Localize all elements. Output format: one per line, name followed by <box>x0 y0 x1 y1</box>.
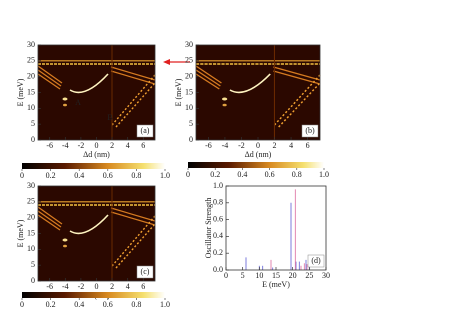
colorbar-tick-label: 0 <box>186 170 190 179</box>
y-tick-label: 20 <box>185 71 193 80</box>
y-tick-label: 30 <box>27 181 35 190</box>
x-tick-label: -4 <box>62 141 69 150</box>
arrow-head <box>163 59 170 65</box>
x-tick-label: -2 <box>78 141 85 150</box>
y-axis-title: E (meV) <box>16 219 25 247</box>
colorbar <box>22 292 165 298</box>
y-tick-label: 25 <box>27 197 35 206</box>
colorbar-tick-label: 0.8 <box>131 300 141 309</box>
x-tick-label: 6 <box>306 141 310 150</box>
x-tick-label: 4 <box>126 141 130 150</box>
x-axis-title: E (meV) <box>262 280 290 289</box>
x-tick-label: -6 <box>46 141 53 150</box>
y-tick-label: 0 <box>31 135 35 144</box>
y-axis-title: E (meV) <box>16 78 25 106</box>
y-axis-title: E (meV) <box>174 78 183 106</box>
panel-label: (a) <box>141 126 150 135</box>
annotation: B <box>107 113 112 122</box>
colorbar-tick-label: 1.0 <box>319 170 329 179</box>
colorbar <box>22 163 165 169</box>
colorbar-tick-label: 1.0 <box>160 300 170 309</box>
x-axis-title: Δd (nm) <box>245 150 272 159</box>
colorbar-tick-label: 0.8 <box>292 170 302 179</box>
colorbar-tick-label: 0.2 <box>46 171 56 180</box>
x-tick-label: 20 <box>289 271 297 280</box>
y-tick-label: 15 <box>27 87 35 96</box>
colorbar-tick-label: 0.2 <box>210 170 220 179</box>
y-tick-label: 0 <box>189 135 193 144</box>
x-tick-label: -6 <box>205 141 212 150</box>
annotation: A <box>75 98 81 107</box>
colorbar-tick-label: 0.6 <box>103 171 113 180</box>
y-tick-label: 10 <box>185 103 193 112</box>
y-tick-label: 0.0 <box>213 265 223 274</box>
y-tick-label: 0.8 <box>213 198 223 207</box>
x-tick-label: -4 <box>222 141 229 150</box>
y-axis-title: Oscillator Strength <box>204 198 213 259</box>
x-tick-label: 10 <box>255 271 263 280</box>
colorbar-tick-label: 0.2 <box>46 300 56 309</box>
colorbar-tick-label: 0.8 <box>131 171 141 180</box>
heatmap-image <box>195 44 321 141</box>
x-tick-label: 0 <box>224 271 228 280</box>
panel-label-bg <box>307 254 325 268</box>
y-tick-label: 0.2 <box>213 248 223 257</box>
x-axis-title: Δd (nm) <box>83 150 110 159</box>
colorbar <box>188 162 324 168</box>
x-tick-label: 5 <box>241 271 245 280</box>
x-tick-label: 2 <box>110 282 114 291</box>
x-tick-label: -2 <box>78 282 85 291</box>
x-tick-label: 4 <box>289 141 293 150</box>
y-tick-label: 5 <box>31 260 35 269</box>
panel-label-bg <box>301 124 319 138</box>
colorbar-tick-label: 0 <box>20 300 24 309</box>
x-tick-label: -6 <box>46 282 53 291</box>
panel-label-bg <box>136 265 154 279</box>
y-tick-label: 25 <box>27 56 35 65</box>
colorbar-tick-label: 0.4 <box>74 300 84 309</box>
x-tick-label: 25 <box>305 271 313 280</box>
y-tick-label: 15 <box>185 87 193 96</box>
y-tick-label: 10 <box>27 103 35 112</box>
y-tick-label: 20 <box>27 212 35 221</box>
x-tick-label: 2 <box>110 141 114 150</box>
y-tick-label: 0.4 <box>213 231 223 240</box>
panel-label: (d) <box>311 256 321 265</box>
panel-label: (c) <box>141 267 150 276</box>
x-tick-label: 0 <box>95 282 99 291</box>
y-tick-label: 5 <box>31 119 35 128</box>
y-tick-label: 10 <box>27 244 35 253</box>
colorbar-tick-label: 0.4 <box>237 170 247 179</box>
colorbar-tick-label: 0 <box>20 171 24 180</box>
x-tick-label: 2 <box>273 141 277 150</box>
colorbar-tick-label: 0.6 <box>265 170 275 179</box>
x-tick-label: 4 <box>126 282 130 291</box>
x-tick-label: -4 <box>62 282 69 291</box>
panel-label-bg <box>136 124 154 138</box>
y-tick-label: 30 <box>27 40 35 49</box>
x-tick-label: -2 <box>238 141 245 150</box>
x-tick-label: 6 <box>141 282 145 291</box>
x-tick-label: 15 <box>272 271 280 280</box>
y-tick-label: 1.0 <box>213 181 223 190</box>
y-tick-label: 0 <box>31 276 35 285</box>
panel-label: (b) <box>305 126 315 135</box>
y-tick-label: 20 <box>27 71 35 80</box>
y-tick-label: 5 <box>189 119 193 128</box>
y-tick-label: 15 <box>27 228 35 237</box>
y-tick-label: 30 <box>185 40 193 49</box>
x-tick-label: 0 <box>256 141 260 150</box>
x-tick-label: 30 <box>322 271 330 280</box>
y-tick-label: 0.6 <box>213 214 223 223</box>
x-tick-label: 0 <box>95 141 99 150</box>
x-tick-label: 6 <box>141 141 145 150</box>
colorbar-tick-label: 1.0 <box>160 171 170 180</box>
colorbar-tick-label: 0.6 <box>103 300 113 309</box>
y-tick-label: 25 <box>185 56 193 65</box>
colorbar-tick-label: 0.4 <box>74 171 84 180</box>
